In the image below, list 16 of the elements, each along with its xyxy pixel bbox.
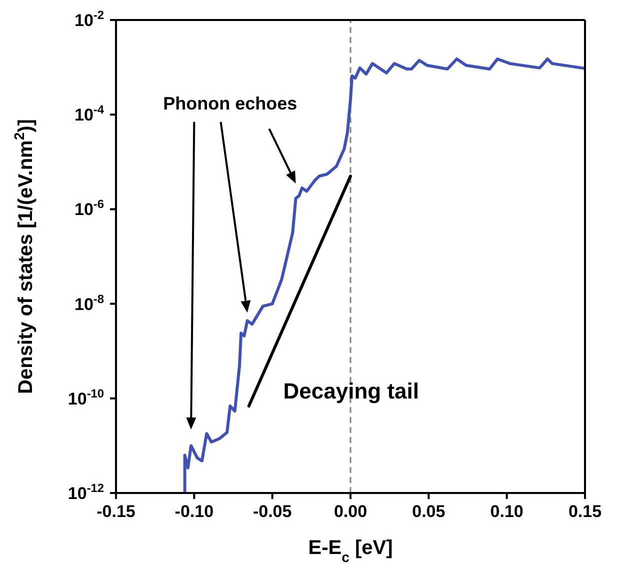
x-axis-title: E-E$_{c}$ [eV]	[308, 537, 393, 565]
y-tick-label: 10$^{-8}$	[74, 292, 104, 314]
annotation: Phonon echoes	[163, 94, 298, 114]
x-tick-label: 0.15	[568, 502, 602, 521]
y-tick-label: 10$^{-12}$	[68, 481, 104, 503]
y-tick-label: 10$^{-10}$	[68, 386, 104, 408]
y-tick-label: 10$^{-4}$	[74, 102, 104, 125]
annotation: Decaying tail	[283, 378, 419, 404]
x-tick-label: -0.05	[252, 502, 292, 521]
x-tick-label: 0.10	[490, 502, 524, 521]
y-tick-label: 10$^{-2}$	[74, 8, 104, 30]
y-tick-label: 10$^{-6}$	[74, 197, 104, 220]
x-tick-label: -0.10	[174, 502, 214, 521]
x-tick-label: -0.15	[96, 502, 136, 521]
x-tick-label: 0.00	[334, 502, 368, 521]
x-tick-label: 0.05	[412, 502, 446, 521]
